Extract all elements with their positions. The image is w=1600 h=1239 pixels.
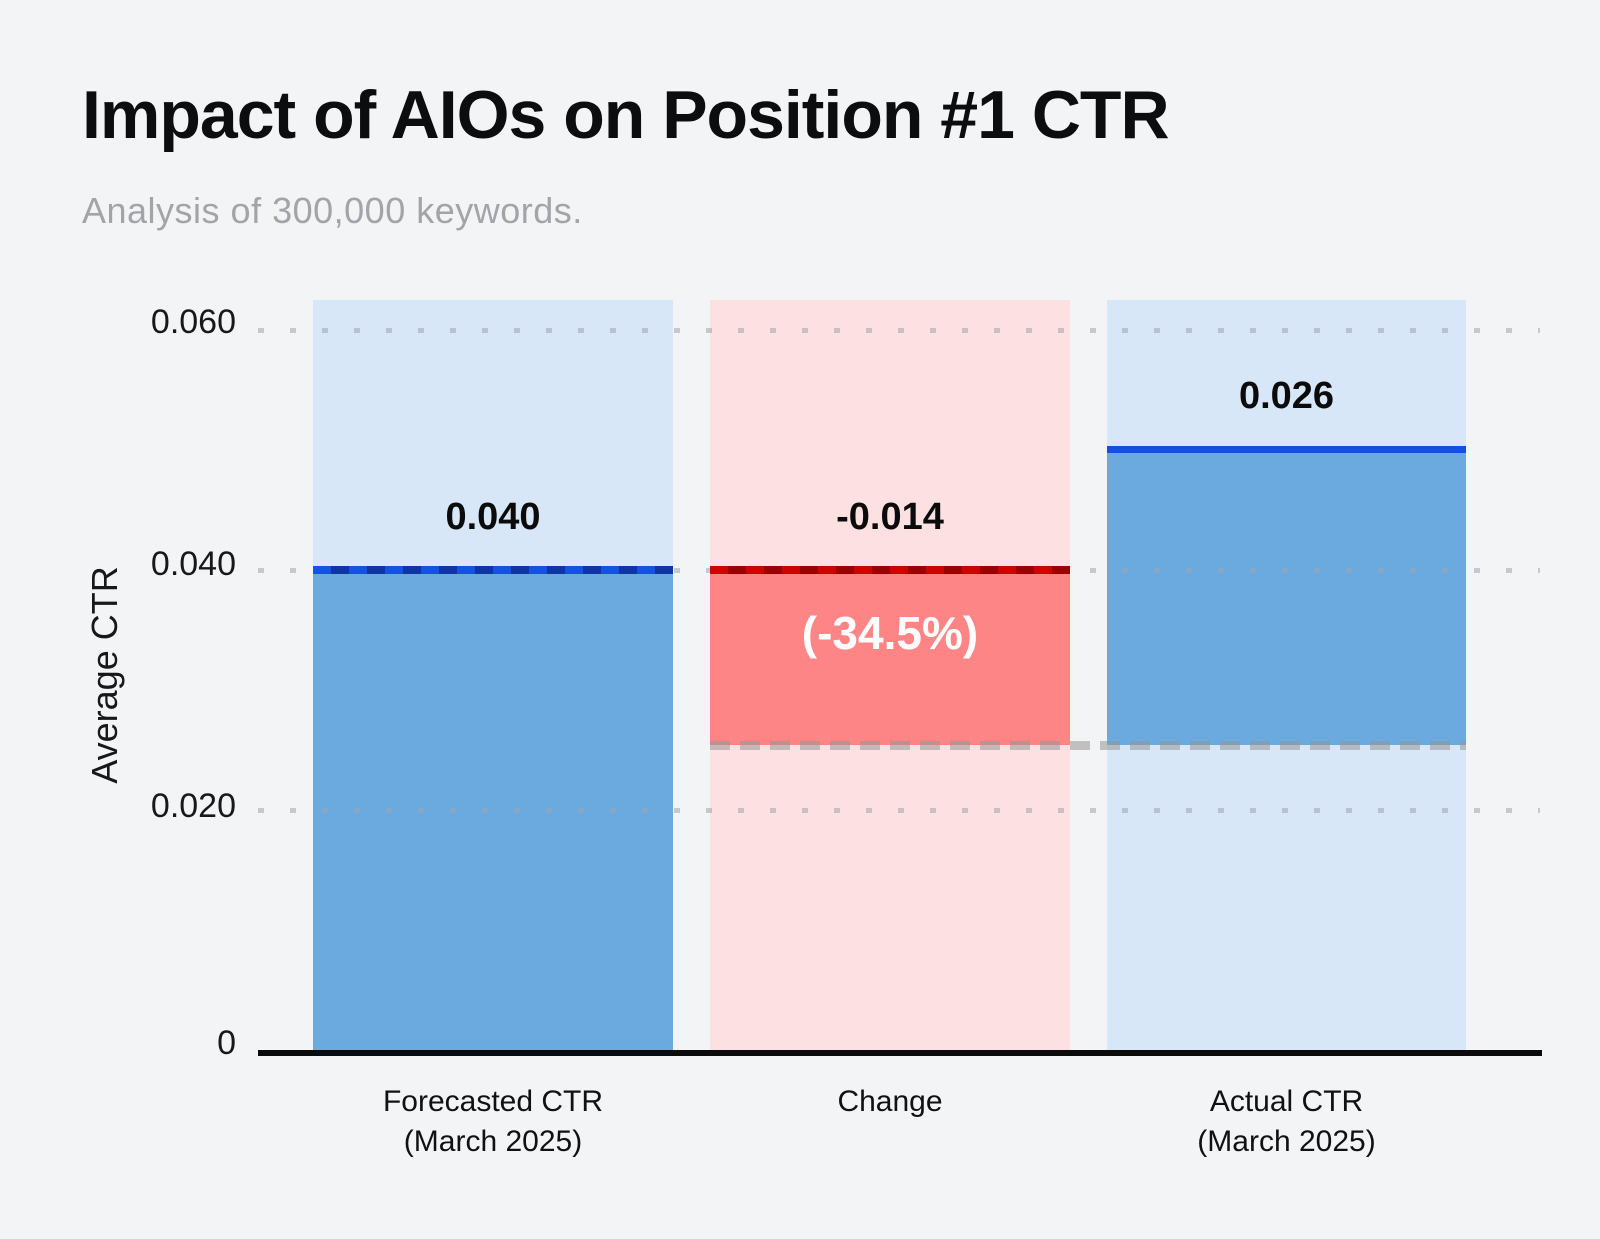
chart-title: Impact of AIOs on Position #1 CTR	[82, 77, 1170, 153]
change-level-line	[710, 566, 1070, 574]
x-label-forecast-line2: (March 2025)	[403, 1125, 583, 1158]
value-label-change: -0.014	[836, 496, 944, 538]
bar-change	[710, 570, 1070, 746]
x-label-actual-line1: Actual CTR	[1209, 1085, 1364, 1118]
forecast-level-line	[313, 566, 673, 574]
actual-reference-dashed-line	[710, 741, 1466, 751]
y-tick-0060: 0.060	[150, 303, 236, 341]
y-axis-title: Average CTR	[84, 566, 125, 784]
percent-label-change: (-34.5%)	[801, 607, 979, 659]
y-tick-0020: 0.020	[150, 787, 236, 825]
y-tick-0: 0	[217, 1024, 236, 1062]
value-label-actual: 0.026	[1238, 375, 1335, 417]
x-label-actual: Actual CTR (March 2025)	[1107, 1082, 1466, 1162]
x-label-forecast-line1: Forecasted CTR	[382, 1085, 604, 1118]
x-label-change: Change	[710, 1082, 1070, 1122]
x-label-change-line1: Change	[837, 1085, 943, 1118]
chart-subtitle: Analysis of 300,000 keywords.	[82, 190, 583, 231]
bar-actual	[1107, 450, 1466, 746]
value-label-forecast: 0.040	[445, 496, 541, 538]
gridline-0020	[258, 808, 1540, 813]
y-tick-0040: 0.040	[150, 545, 236, 583]
x-label-forecast: Forecasted CTR (March 2025)	[313, 1082, 673, 1162]
gridline-0060	[258, 328, 1540, 333]
actual-level-line	[1107, 446, 1466, 453]
x-label-actual-line2: (March 2025)	[1197, 1125, 1376, 1158]
x-axis-line	[258, 1050, 1542, 1056]
